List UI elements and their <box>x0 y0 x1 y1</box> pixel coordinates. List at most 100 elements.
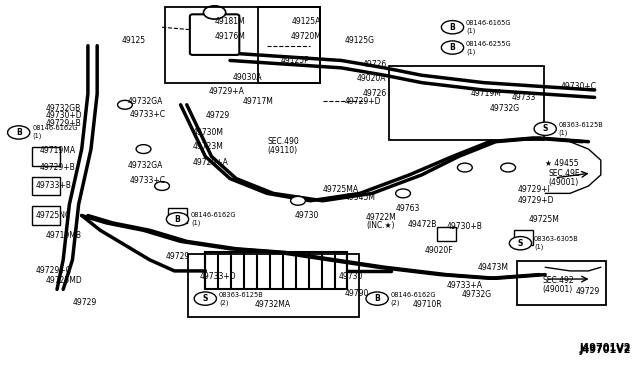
Text: 49722M: 49722M <box>366 213 397 222</box>
Circle shape <box>155 182 170 190</box>
Text: 49181M: 49181M <box>214 17 245 26</box>
Bar <box>390 66 544 140</box>
Circle shape <box>194 292 216 305</box>
Text: 49763: 49763 <box>396 203 420 213</box>
Text: 49729: 49729 <box>205 111 230 121</box>
Text: 49717M: 49717M <box>243 97 273 106</box>
Text: 49732G: 49732G <box>462 291 492 299</box>
Text: 49125: 49125 <box>122 36 146 45</box>
Text: 49720M: 49720M <box>291 32 321 41</box>
Circle shape <box>442 20 463 34</box>
Text: 49733+C: 49733+C <box>130 109 166 119</box>
Text: S: S <box>543 124 548 133</box>
Text: 49733+A: 49733+A <box>446 281 483 290</box>
Circle shape <box>534 122 556 135</box>
Text: SEC.492: SEC.492 <box>542 276 573 285</box>
Circle shape <box>8 126 30 139</box>
Text: J49701V2: J49701V2 <box>579 343 630 353</box>
Text: 49730+C: 49730+C <box>561 82 596 91</box>
Bar <box>188 254 358 317</box>
Text: 49020F: 49020F <box>425 246 453 255</box>
Text: 49125P: 49125P <box>281 56 310 65</box>
Text: B: B <box>16 128 22 137</box>
Text: 49729+A: 49729+A <box>193 157 229 167</box>
Text: 49719MB: 49719MB <box>46 231 82 240</box>
Text: 08146-6162G
(1): 08146-6162G (1) <box>191 212 237 226</box>
Bar <box>32 206 60 225</box>
Text: (INC.★): (INC.★) <box>366 221 394 230</box>
Text: 49729+D: 49729+D <box>344 97 381 106</box>
Text: 49732MA: 49732MA <box>255 300 291 309</box>
Text: 49732G: 49732G <box>490 104 520 113</box>
Text: 49729+B: 49729+B <box>40 163 76 172</box>
FancyBboxPatch shape <box>190 14 239 55</box>
Text: 49730+D: 49730+D <box>46 111 83 121</box>
Text: 49719M: 49719M <box>471 89 502 98</box>
Circle shape <box>204 6 226 19</box>
Text: 49726: 49726 <box>363 89 387 98</box>
Text: B: B <box>450 23 456 32</box>
Bar <box>437 227 456 241</box>
Circle shape <box>366 292 388 305</box>
Text: 49345M: 49345M <box>344 193 375 202</box>
Text: 49729+A: 49729+A <box>209 87 244 96</box>
Text: 49729+I: 49729+I <box>517 185 550 194</box>
Text: S: S <box>203 294 208 303</box>
Text: 49710R: 49710R <box>412 300 442 309</box>
Text: 49472B: 49472B <box>408 220 437 229</box>
Text: ★ 49455: ★ 49455 <box>545 159 579 169</box>
Text: 49733: 49733 <box>511 93 536 102</box>
Bar <box>165 7 319 83</box>
Circle shape <box>118 100 132 109</box>
Text: 49725MA: 49725MA <box>323 185 359 194</box>
Text: 49725NC: 49725NC <box>35 211 70 220</box>
Text: SEC.490: SEC.490 <box>267 137 299 146</box>
Circle shape <box>396 189 410 198</box>
Circle shape <box>136 145 151 154</box>
Text: 49729+C: 49729+C <box>35 266 71 275</box>
Text: 08146-6162G
(1): 08146-6162G (1) <box>32 125 78 140</box>
Circle shape <box>291 196 305 205</box>
Text: 49176M: 49176M <box>214 32 246 41</box>
Text: 49733+D: 49733+D <box>199 272 236 281</box>
Text: 49125G: 49125G <box>344 36 374 45</box>
Bar <box>517 260 605 305</box>
Text: 49732GB: 49732GB <box>46 104 81 113</box>
Bar <box>32 177 60 195</box>
Text: B: B <box>175 215 180 224</box>
Text: (49110): (49110) <box>267 147 297 155</box>
Text: 49733+C: 49733+C <box>130 176 166 185</box>
Text: 49730+B: 49730+B <box>446 222 482 231</box>
Text: 08146-6162G
(2): 08146-6162G (2) <box>390 292 436 306</box>
Text: 49719MA: 49719MA <box>40 147 76 155</box>
Text: 49729+D: 49729+D <box>517 196 554 205</box>
Circle shape <box>500 163 516 172</box>
Text: 08363-6125B
(1): 08363-6125B (1) <box>559 122 604 136</box>
Text: 49732GA: 49732GA <box>128 97 163 106</box>
Text: (49001): (49001) <box>548 178 579 187</box>
Text: 49729+B: 49729+B <box>46 119 82 128</box>
Text: B: B <box>374 294 380 303</box>
Text: 49726: 49726 <box>363 60 387 69</box>
Text: 49729: 49729 <box>72 298 97 307</box>
Text: 49730M: 49730M <box>193 128 224 137</box>
Bar <box>168 208 187 223</box>
Text: 08363-6305B
(1): 08363-6305B (1) <box>534 236 579 250</box>
Text: (49001): (49001) <box>542 285 572 294</box>
Text: 49730: 49730 <box>295 211 319 220</box>
Bar <box>32 147 60 166</box>
Text: 49725MD: 49725MD <box>46 276 83 285</box>
Text: 49790: 49790 <box>344 289 369 298</box>
Text: 49725M: 49725M <box>529 215 559 224</box>
Circle shape <box>166 212 189 226</box>
Text: 49729: 49729 <box>576 287 600 296</box>
Text: 08363-6125B
(2): 08363-6125B (2) <box>219 292 264 306</box>
Text: 49020A: 49020A <box>356 74 386 83</box>
Text: S: S <box>518 239 523 248</box>
Circle shape <box>458 163 472 172</box>
Text: 49030A: 49030A <box>233 73 263 81</box>
Text: 49732GA: 49732GA <box>128 161 163 170</box>
Text: B: B <box>450 43 456 52</box>
Text: 49723M: 49723M <box>193 142 224 151</box>
Text: 49125A: 49125A <box>292 17 321 26</box>
